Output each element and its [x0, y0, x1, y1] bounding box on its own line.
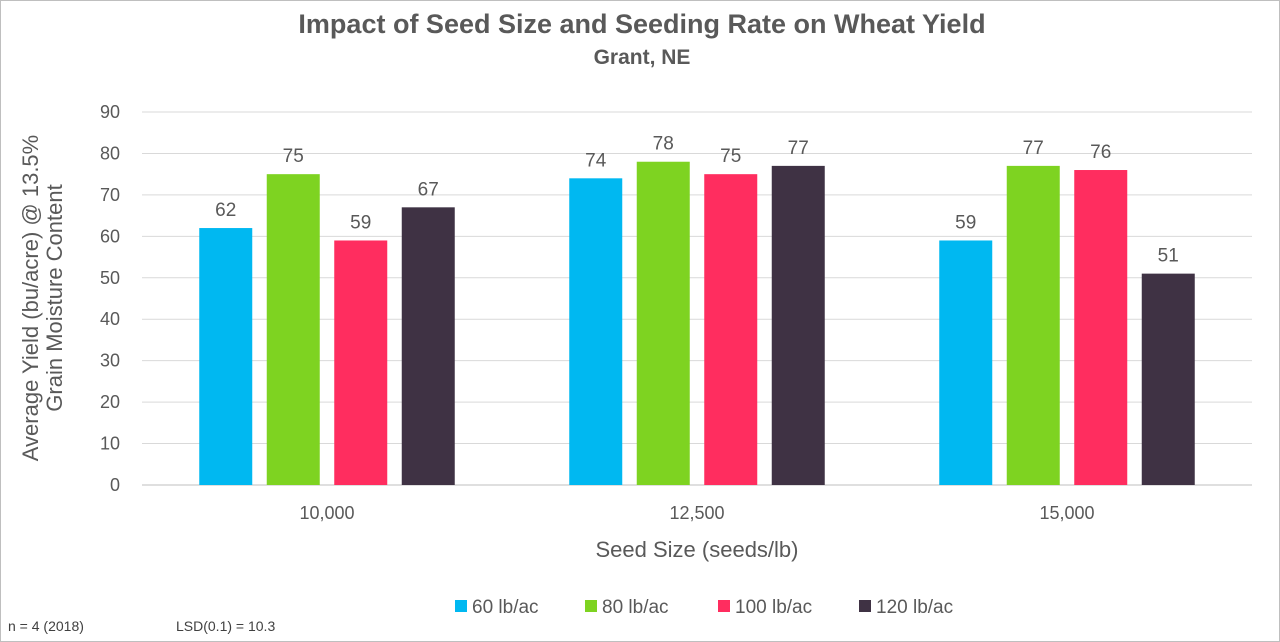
y-tick-label: 60: [100, 226, 120, 246]
x-tick-label: 12,500: [669, 503, 724, 523]
data-label: 59: [955, 212, 976, 233]
y-tick-label: 20: [100, 392, 120, 412]
legend: 60 lb/ac 80 lb/ac 100 lb/ac 120 lb/ac: [455, 597, 953, 618]
legend-label: 60 lb/ac: [472, 597, 539, 618]
bar-60-lb-ac-2: [939, 240, 993, 485]
x-tick-label: 10,000: [299, 503, 354, 523]
y-tick-label: 50: [100, 268, 120, 288]
data-label: 62: [215, 200, 236, 221]
legend-label: 80 lb/ac: [602, 597, 669, 618]
legend-swatch: [718, 600, 730, 612]
y-tick-label: 70: [100, 185, 120, 205]
y-tick-label: 90: [100, 102, 120, 122]
bar-120-lb-ac-0: [401, 207, 455, 486]
bar-120-lb-ac-2: [1141, 273, 1195, 485]
legend-swatch: [455, 600, 467, 612]
data-label: 67: [418, 179, 439, 200]
data-label: 78: [653, 134, 674, 155]
data-label: 77: [788, 138, 809, 159]
data-label: 75: [283, 146, 304, 167]
y-axis-label-line2: Grain Moisture Content: [42, 184, 67, 411]
bar-80-lb-ac-1: [636, 161, 690, 485]
chart-subtitle: Grant, NE: [594, 46, 691, 69]
legend-label: 100 lb/ac: [735, 597, 812, 618]
data-label: 77: [1023, 138, 1044, 159]
bar-60-lb-ac-0: [199, 228, 253, 486]
data-label: 74: [585, 150, 607, 171]
y-tick-label: 0: [110, 475, 120, 495]
x-axis-label: Seed Size (seeds/lb): [596, 537, 799, 562]
data-label: 59: [350, 212, 371, 233]
legend-swatch: [859, 600, 871, 612]
data-label: 76: [1090, 142, 1111, 163]
chart-title: Impact of Seed Size and Seeding Rate on …: [298, 9, 985, 39]
bar-100-lb-ac-2: [1074, 170, 1128, 485]
x-tick-labels: 10,000 12,500 15,000: [299, 503, 1094, 523]
x-tick-label: 15,000: [1039, 503, 1094, 523]
y-tick-label: 80: [100, 143, 120, 163]
y-tick-labels: 0 10 20 30 40 50 60 70 80 90: [100, 102, 120, 495]
bars: [199, 161, 1195, 486]
bar-100-lb-ac-1: [704, 174, 758, 485]
lsd-note: LSD(0.1) = 10.3: [176, 618, 275, 634]
sample-size-note: n = 4 (2018): [8, 618, 84, 634]
y-tick-label: 40: [100, 309, 120, 329]
y-tick-label: 10: [100, 434, 120, 454]
legend-label: 120 lb/ac: [876, 597, 953, 618]
legend-swatch: [585, 600, 597, 612]
bar-120-lb-ac-1: [771, 165, 825, 485]
y-axis-label-line1: Average Yield (bu/acre) @ 13.5%: [18, 135, 43, 461]
gridlines: [142, 111, 1252, 486]
y-tick-label: 30: [100, 351, 120, 371]
data-label: 51: [1158, 246, 1179, 267]
bar-80-lb-ac-2: [1006, 165, 1060, 485]
data-labels: 62 75 59 67 74 78 75 77 59 77 76 51: [215, 134, 1179, 267]
bar-80-lb-ac-0: [266, 174, 320, 485]
bar-100-lb-ac-0: [334, 240, 388, 485]
y-axis-label: Average Yield (bu/acre) @ 13.5% Grain Mo…: [18, 135, 67, 461]
bar-60-lb-ac-1: [569, 178, 623, 486]
data-label: 75: [720, 146, 741, 167]
